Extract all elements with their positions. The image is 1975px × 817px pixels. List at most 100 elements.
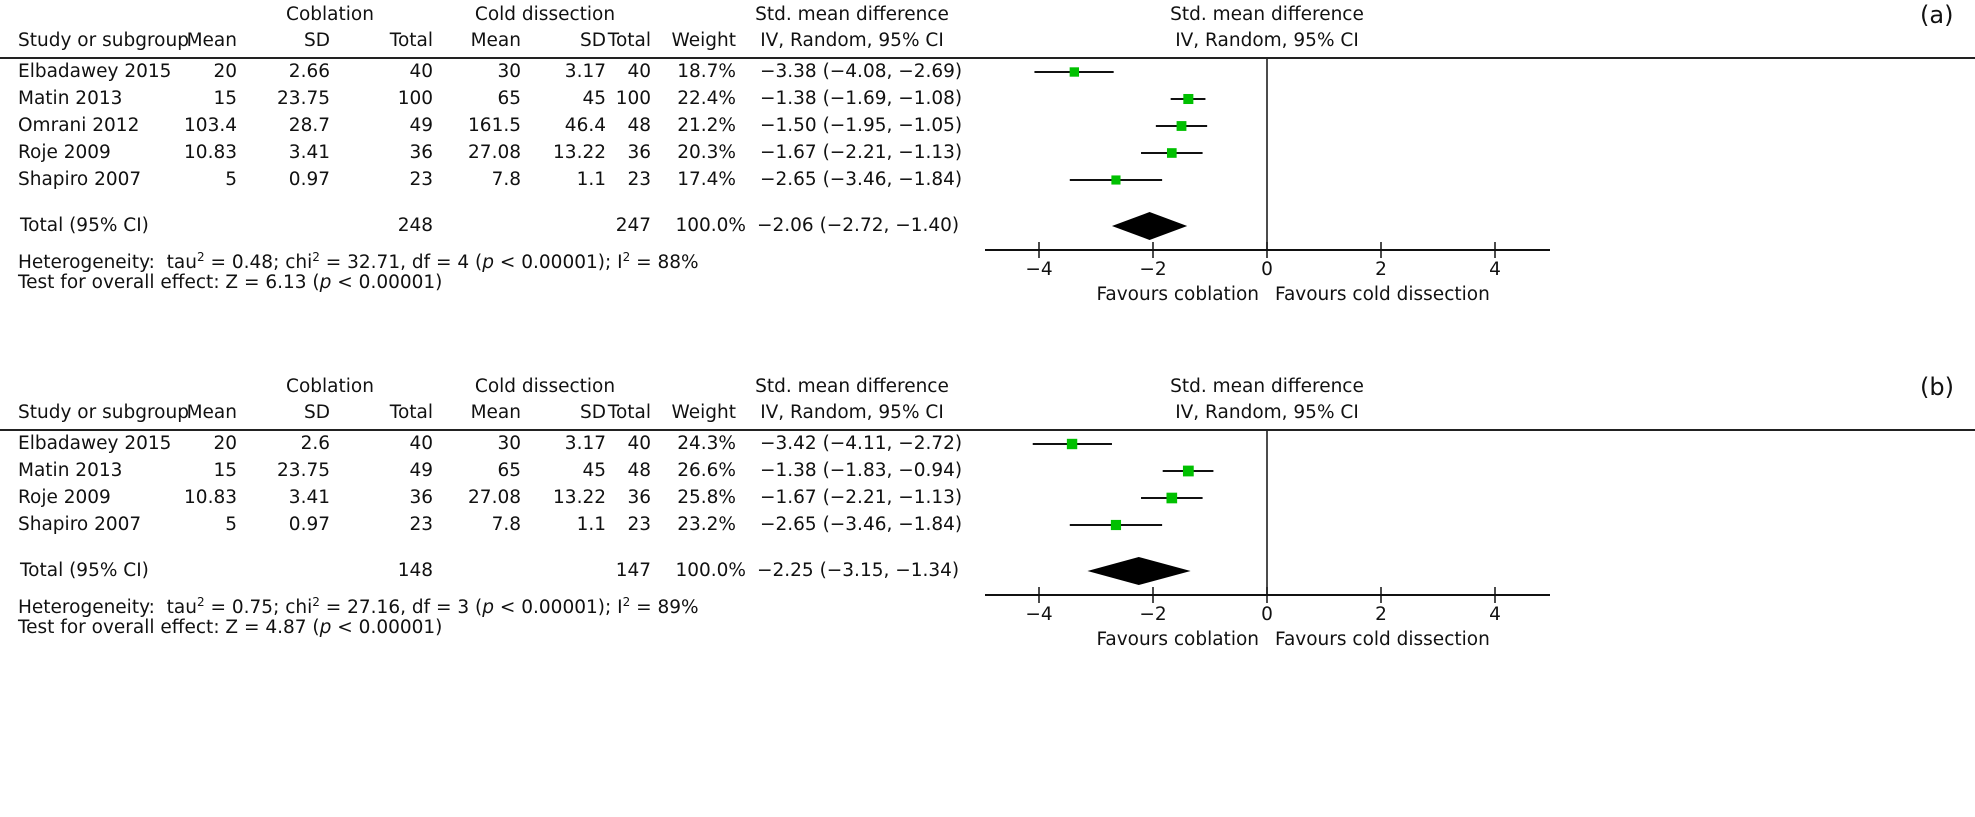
panel-b-favours-right-label: Favours cold dissection	[1275, 629, 1490, 650]
panel-a-column-header: Mean	[470, 30, 521, 51]
panel-a-cell-exp-total: 36	[409, 142, 433, 163]
panel-b-cell-ctl-sd: 13.22	[553, 487, 606, 508]
panel-a-x-tick-label: −4	[1025, 259, 1053, 280]
text-segment: = 0.48; chi	[204, 252, 313, 274]
panel-a-cell-weight: 18.7%	[677, 61, 736, 82]
panel-b-effect-ci: −1.67 (−2.21, −1.13)	[760, 487, 963, 508]
panel-a-cell-ctl-mean: 30	[497, 61, 521, 82]
panel-a-cell-ctl-mean: 161.5	[468, 115, 521, 136]
panel-b-cell-exp-mean: 10.83	[184, 487, 237, 508]
panel-b-x-tick-label: 0	[1261, 604, 1273, 625]
panel-a-x-tick-label: 0	[1261, 259, 1273, 280]
panel-b-column-header: Weight	[671, 402, 736, 423]
panel-b-pooled-diamond	[1087, 557, 1191, 585]
panel-b-heterogeneity-text: Heterogeneity: tau2 = 0.75; chi2 = 27.16…	[18, 591, 699, 619]
panel-b-study-name: Shapiro 2007	[18, 514, 142, 535]
text-segment: < 0.00001); I	[494, 597, 623, 619]
text-segment: 2	[312, 250, 320, 264]
panel-b-study-name: Matin 2013	[18, 460, 123, 481]
text-segment: < 0.00001); I	[494, 252, 623, 274]
panel-a-effect-ci: −1.38 (−1.69, −1.08)	[760, 88, 963, 109]
panel-a-cell-weight: 20.3%	[677, 142, 736, 163]
panel-a-effect-ci: −1.50 (−1.95, −1.05)	[760, 115, 963, 136]
panel-b-header-divider	[0, 429, 1975, 431]
text-segment: = 32.71, df = 4 (	[319, 252, 483, 274]
panel-a-group-header-coblation: Coblation	[286, 4, 374, 25]
panel-b-overall-effect-text: Test for overall effect: Z = 4.87 (p < 0…	[18, 617, 442, 639]
panel-a-heterogeneity-text: Heterogeneity: tau2 = 0.48; chi2 = 32.71…	[18, 246, 699, 274]
panel-a-column-header: Weight	[671, 30, 736, 51]
panel-a-cell-ctl-mean: 65	[497, 88, 521, 109]
panel-a-cell-exp-total: 100	[397, 88, 433, 109]
panel-a-study-name: Omrani 2012	[18, 115, 140, 136]
panel-b-effect-ci: −1.38 (−1.83, −0.94)	[760, 460, 963, 481]
panel-b-cell-ctl-mean: 7.8	[491, 514, 521, 535]
panel-b-panel-label: (b)	[1920, 373, 1954, 401]
text-segment: < 0.00001)	[331, 272, 443, 293]
panel-b-column-header: Total	[389, 402, 433, 423]
panel-a-x-tick-label: −2	[1139, 259, 1167, 280]
panel-b-study-marker	[1166, 492, 1178, 504]
panel-a-column-header: SD	[580, 30, 606, 51]
panel-a-effect-ci: −3.38 (−4.08, −2.69)	[760, 61, 963, 82]
panel-b-study-marker	[1110, 519, 1122, 531]
panel-b-cell-exp-sd: 2.6	[300, 433, 330, 454]
text-segment: = 0.75; chi	[204, 597, 313, 619]
text-segment: Heterogeneity: tau	[18, 252, 197, 274]
panel-a-total-effect-ci: −2.06 (−2.72, −1.40)	[757, 215, 960, 236]
panel-b-effect-ci: −2.65 (−3.46, −1.84)	[760, 514, 963, 535]
panel-a-cell-ctl-total: 40	[627, 61, 651, 82]
panel-b-cell-exp-mean: 5	[225, 514, 237, 535]
panel-a-cell-exp-sd: 28.7	[288, 115, 330, 136]
panel-b-cell-weight: 24.3%	[677, 433, 736, 454]
panel-a-group-header-effect: Std. mean difference	[755, 4, 949, 25]
panel-a-cell-ctl-sd: 1.1	[576, 169, 606, 190]
panel-b-cell-ctl-mean: 65	[497, 460, 521, 481]
panel-a-favours-right-label: Favours cold dissection	[1275, 284, 1490, 305]
text-segment: 2	[622, 595, 631, 609]
panel-b-study-marker	[1066, 438, 1078, 450]
panel-b-cell-exp-sd: 23.75	[277, 460, 330, 481]
panel-a-cell-weight: 21.2%	[677, 115, 736, 136]
panel-b-group-header-effect: Std. mean difference	[755, 376, 949, 397]
panel-b-cell-ctl-sd: 45	[582, 460, 606, 481]
panel-a-total-label: Total (95% CI)	[20, 215, 149, 236]
panel-a-cell-ctl-total: 48	[627, 115, 651, 136]
panel-a-cell-ctl-sd: 46.4	[564, 115, 606, 136]
panel-b-study-marker	[1182, 465, 1194, 477]
panel-a-cell-exp-total: 49	[409, 115, 433, 136]
panel-a-cell-ctl-sd: 45	[582, 88, 606, 109]
panel-b-x-tick-label: −4	[1025, 604, 1053, 625]
panel-b-column-header: Mean	[470, 402, 521, 423]
panel-a-study-marker	[1069, 67, 1080, 77]
panel-a-cell-exp-mean: 15	[213, 88, 237, 109]
panel-a-total-ctl: 247	[615, 215, 651, 236]
text-segment: Test for overall effect: Z = 6.13 (	[18, 272, 320, 293]
text-segment: 2	[622, 250, 631, 264]
panel-b-plot-header: Std. mean difference	[1170, 376, 1364, 397]
panel-a-total-weight: 100.0%	[675, 215, 746, 236]
panel-a-cell-ctl-total: 100	[615, 88, 651, 109]
panel-b-cell-ctl-sd: 1.1	[576, 514, 606, 535]
panel-b-x-tick-label: 4	[1489, 604, 1501, 625]
text-segment: = 88%	[630, 252, 699, 274]
text-segment: = 27.16, df = 3 (	[319, 597, 483, 619]
panel-a-favours-left-label: Favours coblation	[1096, 284, 1259, 305]
panel-a-cell-exp-sd: 0.97	[288, 169, 330, 190]
panel-a-study-marker	[1111, 175, 1121, 185]
panel-b-x-tick-label: 2	[1375, 604, 1387, 625]
panel-a-study-name: Shapiro 2007	[18, 169, 142, 190]
panel-a-cell-exp-mean: 5	[225, 169, 237, 190]
panel-b-cell-exp-sd: 3.41	[288, 487, 330, 508]
text-segment: Test for overall effect: Z = 4.87 (	[18, 617, 320, 638]
panel-a-study-marker	[1176, 121, 1187, 131]
panel-b-cell-weight: 23.2%	[677, 514, 736, 535]
panel-a-column-header: Mean	[186, 30, 237, 51]
panel-a-cell-exp-total: 40	[409, 61, 433, 82]
panel-b-group-header-cold-dissection: Cold dissection	[474, 376, 616, 397]
panel-a-column-header: Total	[389, 30, 433, 51]
panel-a-cell-exp-total: 23	[409, 169, 433, 190]
panel-a-study-name: Matin 2013	[18, 88, 123, 109]
panel-a-x-tick-label: 2	[1375, 259, 1387, 280]
